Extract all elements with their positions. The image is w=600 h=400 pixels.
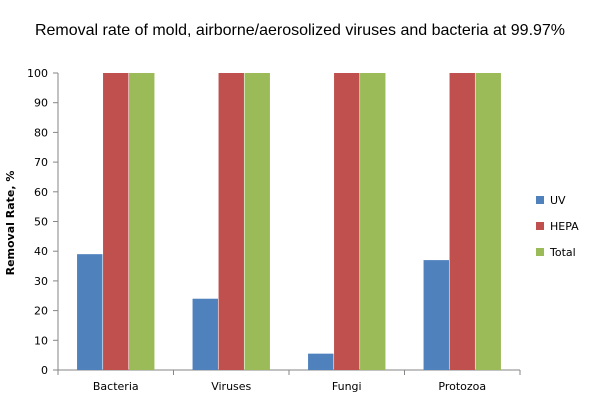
y-tick-label: 20 xyxy=(34,305,48,318)
bar-hepa-viruses xyxy=(218,73,244,370)
chart-axes: 0 10 20 30 40 50 60 70 80 90 100 Bacteria Viruses Fun… xyxy=(27,67,521,393)
chart-title: Removal rate of mold, airborne/aerosoliz… xyxy=(34,22,566,39)
legend-label-hepa: HEPA xyxy=(550,220,579,233)
legend-swatch-hepa xyxy=(536,222,544,230)
y-tick-label: 10 xyxy=(34,334,48,347)
chart-legend: UV HEPA Total xyxy=(536,194,579,259)
y-tick-label: 80 xyxy=(34,126,48,139)
legend-swatch-total xyxy=(536,248,544,256)
y-tick-label: 30 xyxy=(34,275,48,288)
bar-uv-bacteria xyxy=(77,254,103,370)
y-tick-label: 40 xyxy=(34,245,48,258)
legend-label-uv: UV xyxy=(550,194,566,207)
bar-hepa-protozoa xyxy=(449,73,475,370)
bar-total-fungi xyxy=(360,73,386,370)
y-tick-label: 90 xyxy=(34,97,48,110)
y-tick-label: 100 xyxy=(27,67,48,80)
bar-uv-viruses xyxy=(192,298,218,370)
x-tick-label: Viruses xyxy=(211,380,251,393)
bar-total-protozoa xyxy=(475,73,501,370)
bar-hepa-fungi xyxy=(334,73,360,370)
x-tick-label: Fungi xyxy=(332,380,362,393)
bar-total-viruses xyxy=(244,73,270,370)
bar-hepa-bacteria xyxy=(103,73,129,370)
y-tick-label: 50 xyxy=(34,216,48,229)
x-tick-label: Protozoa xyxy=(438,380,486,393)
y-axis-label: Removal Rate, % xyxy=(4,171,17,276)
bar-total-bacteria xyxy=(129,73,155,370)
chart-bars xyxy=(77,73,501,370)
legend-label-total: Total xyxy=(549,246,576,259)
y-tick-label: 0 xyxy=(41,364,48,377)
y-tick-label: 60 xyxy=(34,186,48,199)
y-tick-label: 70 xyxy=(34,156,48,169)
x-tick-label: Bacteria xyxy=(93,380,139,393)
legend-swatch-uv xyxy=(536,196,544,204)
bar-uv-protozoa xyxy=(423,260,449,370)
bar-uv-fungi xyxy=(308,353,334,370)
